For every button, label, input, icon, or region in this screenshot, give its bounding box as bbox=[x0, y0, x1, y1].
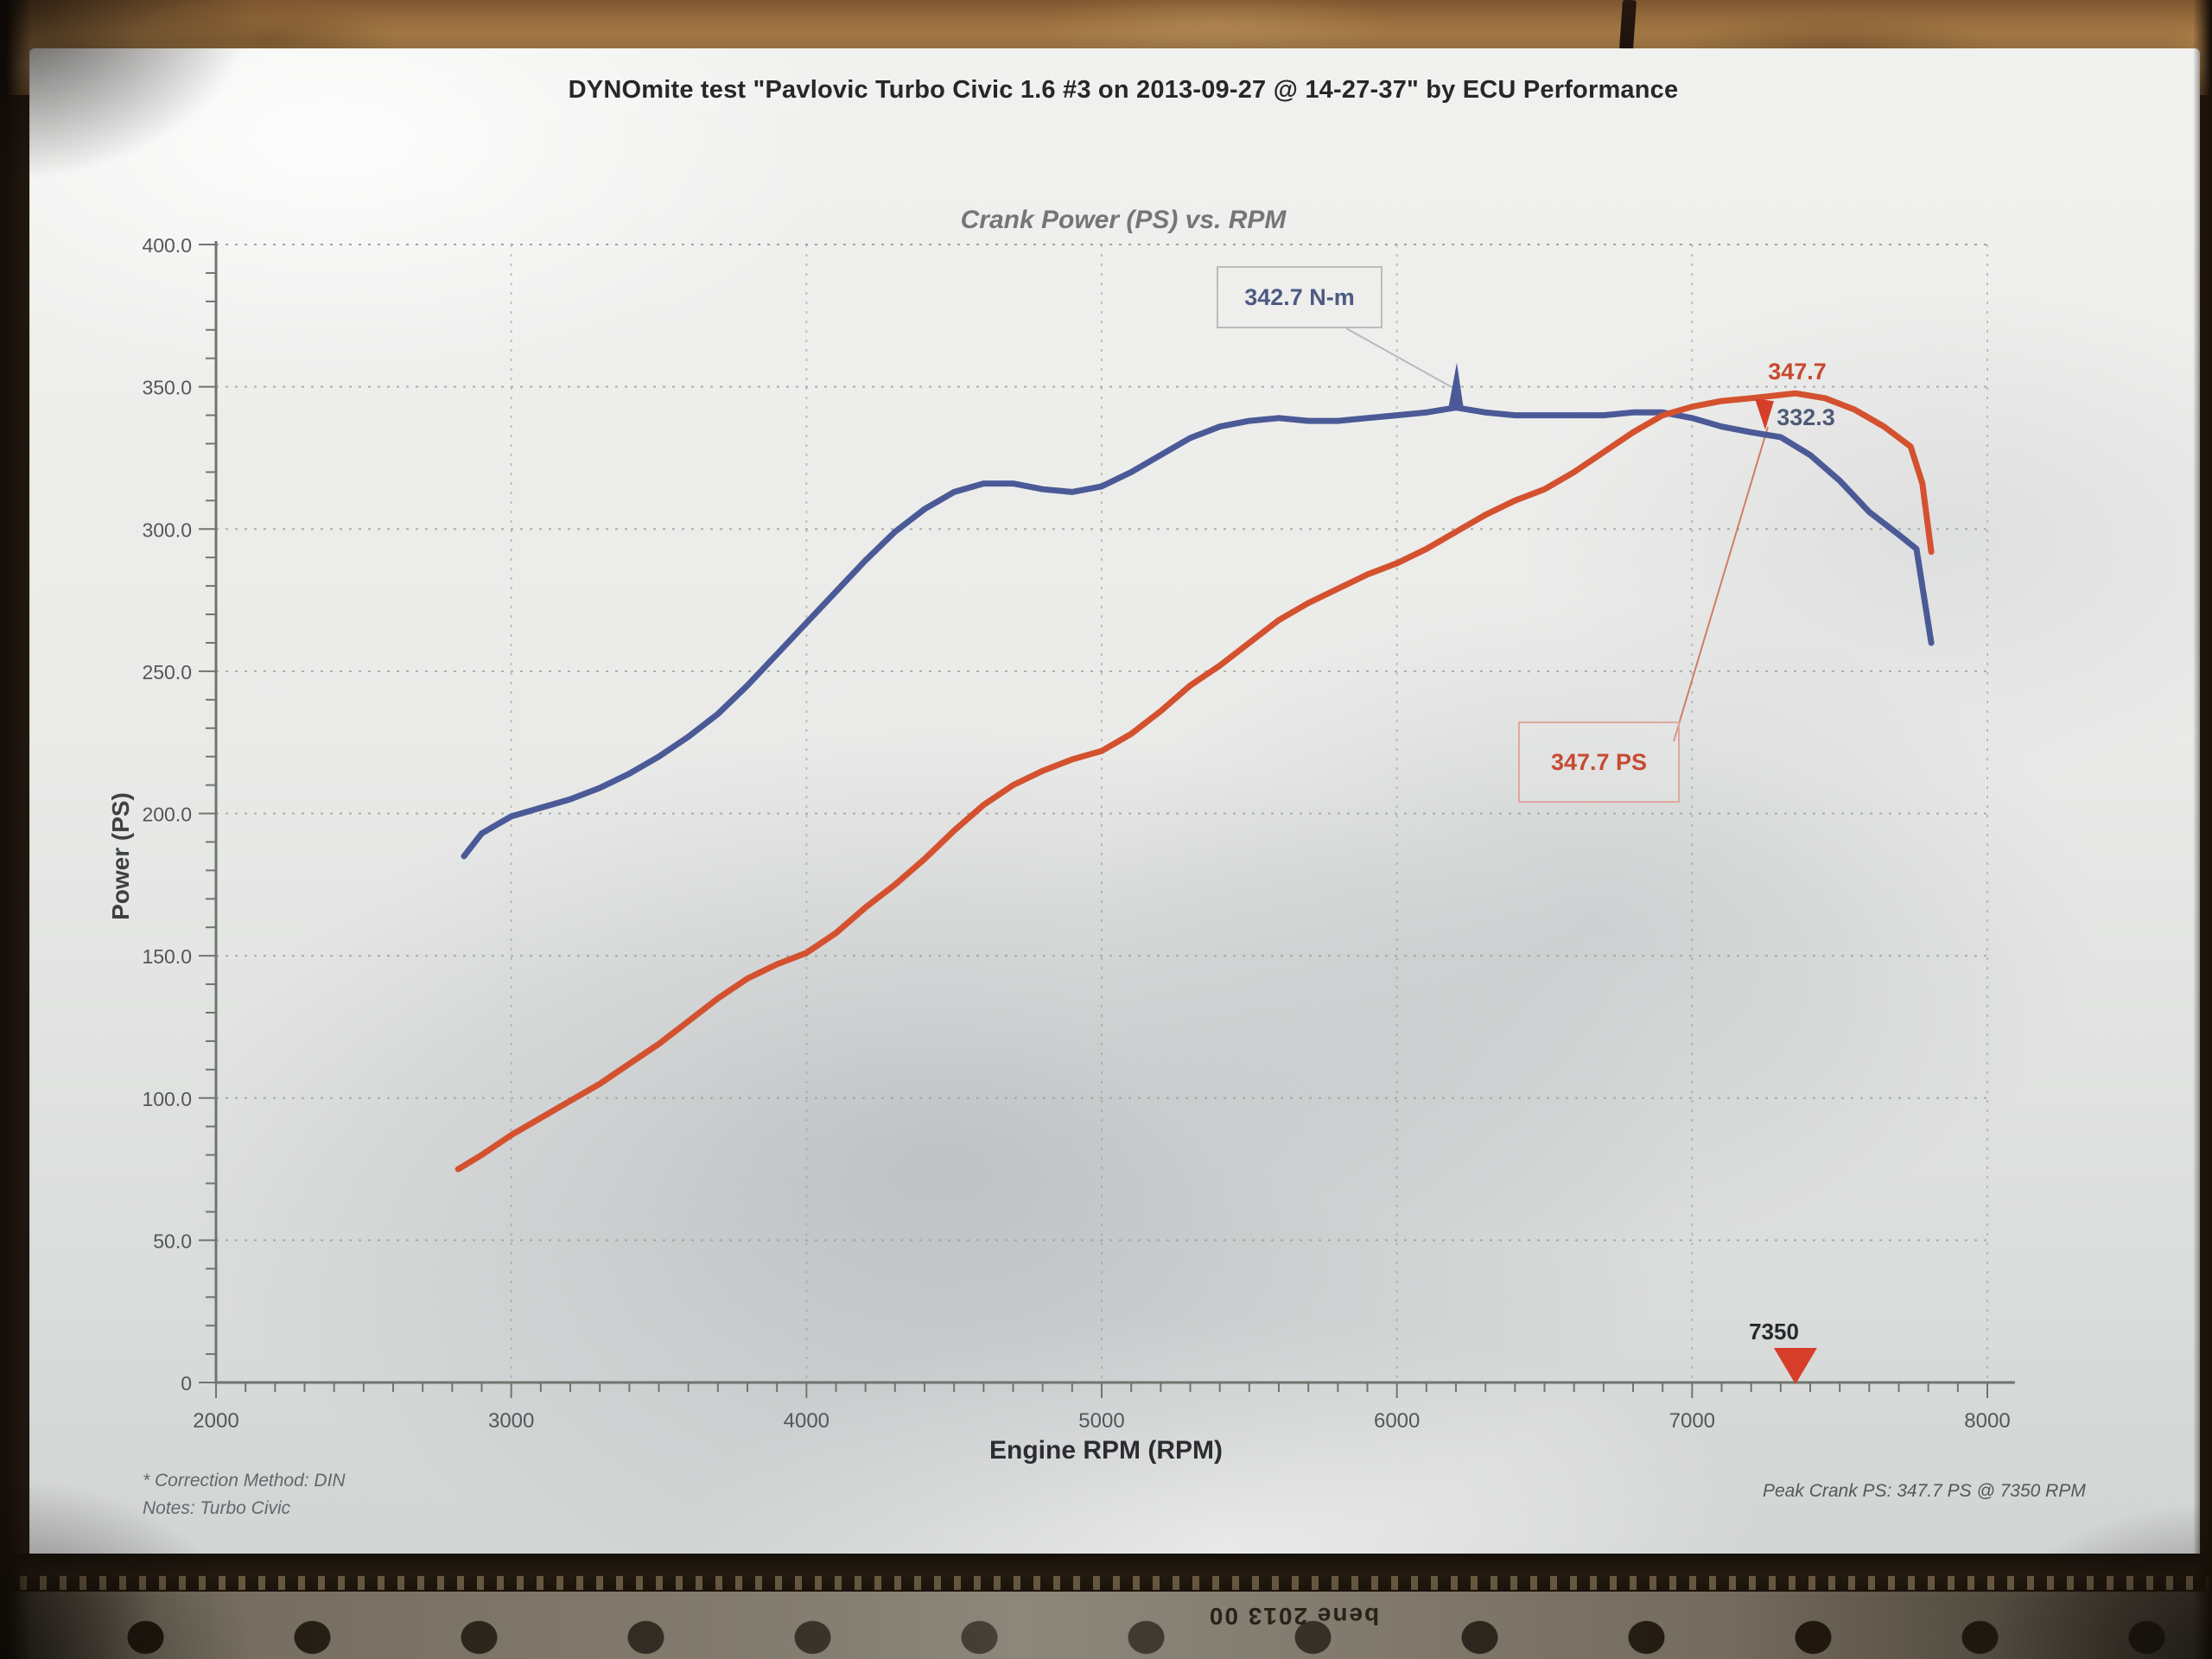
y-axis-label: Power (PS) bbox=[107, 792, 134, 920]
y-tick-label: 350.0 bbox=[142, 377, 192, 399]
y-tick-label: 300.0 bbox=[142, 518, 192, 541]
x-axis-label: Engine RPM (RPM) bbox=[989, 1436, 1223, 1465]
power-peak-value-label: 347.7 bbox=[1768, 359, 1827, 385]
y-tick-label: 200.0 bbox=[142, 804, 192, 826]
y-tick-label: 50.0 bbox=[153, 1230, 192, 1252]
correction-method-note: * Correction Method: DIN bbox=[143, 1471, 346, 1491]
y-tick-label: 400.0 bbox=[142, 234, 192, 257]
peak-rpm-label: 7350 bbox=[1749, 1319, 1799, 1344]
power-peak-annotation-box: 347.7 PS bbox=[1518, 721, 1680, 803]
y-tick-label: 100.0 bbox=[142, 1088, 192, 1110]
photo-left-shadow bbox=[0, 0, 31, 1659]
x-tick-label: 4000 bbox=[784, 1409, 830, 1433]
sleeve-handwritten-text: bene 2013 00 bbox=[1207, 1603, 1380, 1630]
x-tick-label: 8000 bbox=[1964, 1409, 2010, 1433]
photo-right-shadow bbox=[2193, 0, 2212, 1659]
torque-annotation-leader bbox=[1345, 327, 1452, 388]
chart-title: Crank Power (PS) vs. RPM bbox=[960, 206, 1287, 234]
sleeve-punched-holes-strip bbox=[0, 1592, 2212, 1659]
report-title: DYNOmite test "Pavlovic Turbo Civic 1.6 … bbox=[568, 76, 1679, 104]
x-tick-label: 2000 bbox=[193, 1409, 238, 1433]
x-tick-label: 3000 bbox=[488, 1409, 534, 1433]
power-curve bbox=[454, 390, 1935, 1173]
x-tick-label: 7000 bbox=[1669, 1409, 1715, 1433]
x-tick-label: 6000 bbox=[1374, 1409, 1420, 1433]
notes-line: Notes: Turbo Civic bbox=[143, 1498, 291, 1518]
peak-rpm-triangle bbox=[1773, 1348, 1817, 1384]
torque-curve bbox=[461, 404, 1935, 860]
sleeve-serrated-edge bbox=[0, 1576, 2212, 1590]
x-tick-label: 5000 bbox=[1078, 1409, 1124, 1433]
torque-peak-annotation-box: 342.7 N-m bbox=[1217, 266, 1382, 328]
power-annotation-leader bbox=[1673, 426, 1769, 742]
y-tick-label: 150.0 bbox=[142, 945, 192, 968]
peak-summary-note: Peak Crank PS: 347.7 PS @ 7350 RPM bbox=[1763, 1481, 2086, 1501]
y-tick-label: 250.0 bbox=[142, 661, 192, 683]
y-tick-label: 0 bbox=[181, 1372, 192, 1395]
torque-at-peak-label: 332.3 bbox=[1777, 404, 1835, 430]
